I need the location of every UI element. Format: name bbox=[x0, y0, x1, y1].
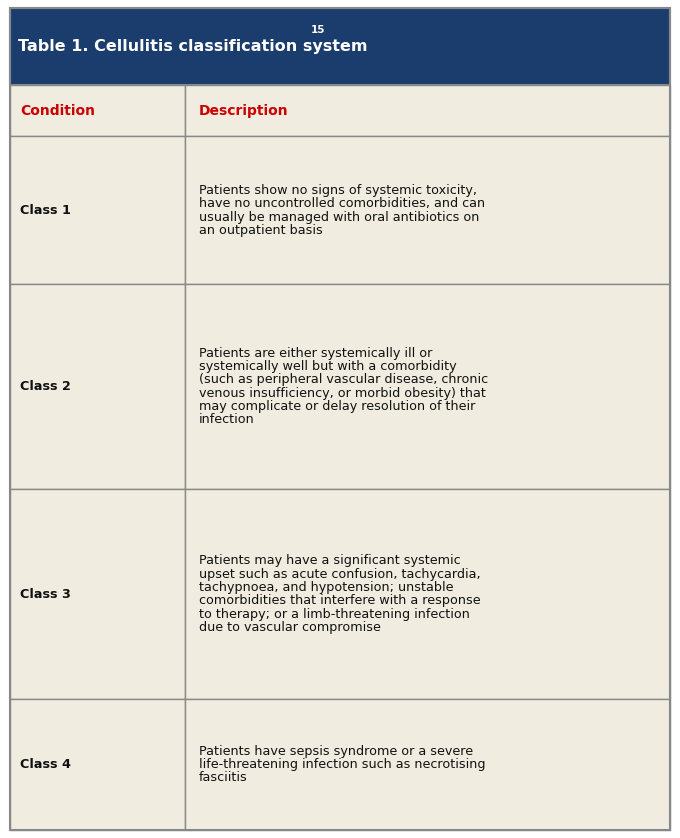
Bar bbox=[10, 699, 185, 830]
Text: Condition: Condition bbox=[20, 104, 95, 118]
Text: usually be managed with oral antibiotics on: usually be managed with oral antibiotics… bbox=[199, 210, 479, 224]
Bar bbox=[10, 8, 670, 85]
Text: Patients have sepsis syndrome or a severe: Patients have sepsis syndrome or a sever… bbox=[199, 745, 473, 758]
Text: venous insufficiency, or morbid obesity) that: venous insufficiency, or morbid obesity)… bbox=[199, 387, 486, 400]
Text: Patients may have a significant systemic: Patients may have a significant systemic bbox=[199, 554, 460, 567]
Text: Class 4: Class 4 bbox=[20, 758, 71, 771]
Bar bbox=[185, 137, 670, 284]
Bar bbox=[185, 699, 670, 830]
Bar bbox=[10, 284, 185, 489]
Text: 15: 15 bbox=[310, 24, 325, 34]
Text: infection: infection bbox=[199, 413, 254, 427]
Text: Description: Description bbox=[199, 104, 288, 118]
Bar bbox=[10, 85, 185, 137]
Text: comorbidities that interfere with a response: comorbidities that interfere with a resp… bbox=[199, 594, 481, 608]
Text: life-threatening infection such as necrotising: life-threatening infection such as necro… bbox=[199, 758, 486, 771]
Text: systemically well but with a comorbidity: systemically well but with a comorbidity bbox=[199, 360, 456, 373]
Text: have no uncontrolled comorbidities, and can: have no uncontrolled comorbidities, and … bbox=[199, 197, 485, 210]
Bar bbox=[10, 137, 185, 284]
Text: Class 2: Class 2 bbox=[20, 380, 71, 393]
Bar bbox=[185, 284, 670, 489]
Text: Class 1: Class 1 bbox=[20, 204, 71, 217]
Text: Class 3: Class 3 bbox=[20, 587, 71, 601]
Text: due to vascular compromise: due to vascular compromise bbox=[199, 621, 381, 634]
Text: Table 1. Cellulitis classification system: Table 1. Cellulitis classification syste… bbox=[18, 39, 367, 54]
Text: Patients are either systemically ill or: Patients are either systemically ill or bbox=[199, 347, 432, 360]
Bar bbox=[185, 85, 670, 137]
Bar bbox=[185, 489, 670, 699]
Text: (such as peripheral vascular disease, chronic: (such as peripheral vascular disease, ch… bbox=[199, 374, 488, 386]
Bar bbox=[10, 489, 185, 699]
Text: upset such as acute confusion, tachycardia,: upset such as acute confusion, tachycard… bbox=[199, 567, 481, 581]
Text: fasciitis: fasciitis bbox=[199, 772, 248, 784]
Text: to therapy; or a limb-threatening infection: to therapy; or a limb-threatening infect… bbox=[199, 608, 470, 621]
Text: tachypnoea, and hypotension; unstable: tachypnoea, and hypotension; unstable bbox=[199, 581, 454, 594]
Text: may complicate or delay resolution of their: may complicate or delay resolution of th… bbox=[199, 400, 475, 413]
Text: Patients show no signs of systemic toxicity,: Patients show no signs of systemic toxic… bbox=[199, 184, 477, 197]
Text: an outpatient basis: an outpatient basis bbox=[199, 224, 322, 237]
